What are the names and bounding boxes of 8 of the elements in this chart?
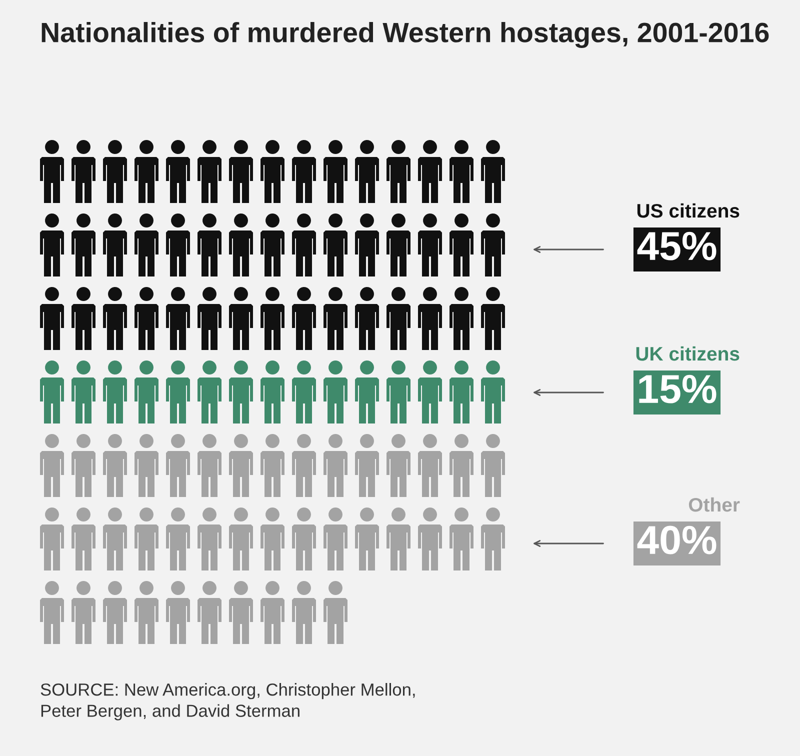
category-label: US citizens	[637, 203, 740, 218]
text: Nationalities of murdered Western hostages, 2001-2016	[42, 22, 769, 48]
category-label: Other	[688, 497, 740, 512]
data-label: 45%	[637, 232, 716, 260]
data-label: 40%	[637, 526, 716, 554]
category-label: UK citizens	[636, 346, 740, 361]
data-label: 15%	[639, 374, 716, 404]
source-note: SOURCE: New America.org, Christopher Mellon, Peter Bergen, and David Sterman	[40, 683, 415, 720]
